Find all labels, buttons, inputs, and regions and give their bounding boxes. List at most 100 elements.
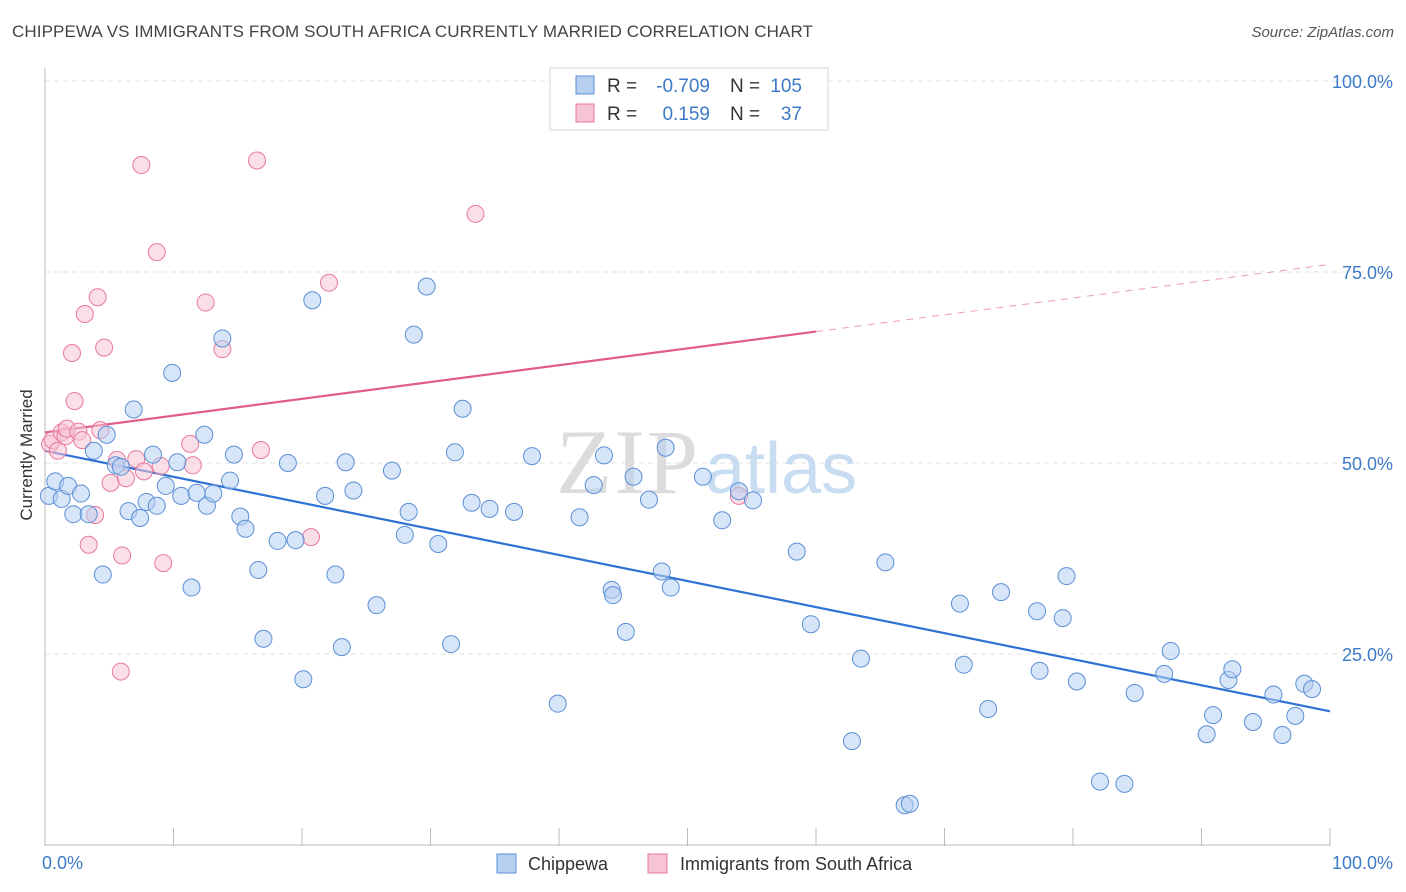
bottom-legend-label-chippewa: Chippewa bbox=[528, 854, 609, 874]
point-chippewa-44 bbox=[344, 481, 363, 500]
point-south-africa-30 bbox=[196, 293, 215, 312]
bottom-legend: Chippewa Immigrants from South Africa bbox=[496, 853, 913, 874]
point-south-africa-7 bbox=[62, 343, 81, 362]
point-south-africa-34 bbox=[301, 528, 320, 547]
legend-r-label-2: R = bbox=[607, 104, 637, 125]
point-chippewa-12 bbox=[111, 457, 130, 476]
point-chippewa-102 bbox=[1273, 725, 1292, 744]
legend-box: R = -0.709 N = 105 R = 0.159 N = 37 bbox=[549, 67, 829, 131]
point-chippewa-57 bbox=[505, 502, 524, 521]
point-south-africa-27 bbox=[154, 554, 173, 573]
trend-lines bbox=[44, 263, 1331, 713]
point-chippewa-33 bbox=[249, 560, 268, 579]
point-chippewa-82 bbox=[950, 594, 969, 613]
x-tick-label-min: 0.0% bbox=[42, 853, 83, 873]
point-chippewa-88 bbox=[1053, 609, 1072, 628]
point-chippewa-55 bbox=[462, 493, 481, 512]
x-tick-label-max: 100.0% bbox=[1332, 853, 1393, 873]
point-chippewa-103 bbox=[1286, 706, 1305, 725]
trend-line-chippewa bbox=[44, 449, 1331, 713]
point-chippewa-17 bbox=[143, 445, 162, 464]
point-chippewa-81 bbox=[900, 794, 919, 813]
point-chippewa-94 bbox=[1155, 664, 1174, 683]
point-chippewa-35 bbox=[268, 531, 287, 550]
point-south-africa-36 bbox=[466, 204, 485, 223]
bottom-legend-swatch-south-africa bbox=[647, 853, 668, 874]
point-chippewa-83 bbox=[954, 655, 973, 674]
point-chippewa-5 bbox=[64, 505, 83, 524]
point-chippewa-41 bbox=[326, 565, 345, 584]
point-chippewa-77 bbox=[842, 732, 861, 751]
watermark-atlas: atlas bbox=[705, 429, 857, 509]
point-chippewa-101 bbox=[1264, 685, 1283, 704]
point-chippewa-100 bbox=[1243, 712, 1262, 731]
point-chippewa-49 bbox=[404, 325, 423, 344]
point-chippewa-34 bbox=[254, 629, 273, 648]
point-chippewa-92 bbox=[1115, 774, 1134, 793]
point-chippewa-62 bbox=[594, 446, 613, 465]
point-chippewa-43 bbox=[336, 453, 355, 472]
point-chippewa-67 bbox=[639, 490, 658, 509]
point-chippewa-40 bbox=[316, 486, 335, 505]
point-chippewa-60 bbox=[570, 508, 589, 527]
point-chippewa-85 bbox=[992, 583, 1011, 602]
point-chippewa-65 bbox=[616, 622, 635, 641]
point-chippewa-54 bbox=[453, 399, 472, 418]
point-chippewa-69 bbox=[656, 438, 675, 457]
axes bbox=[44, 68, 1331, 846]
point-chippewa-45 bbox=[367, 596, 386, 615]
point-chippewa-105 bbox=[1303, 680, 1322, 699]
point-chippewa-61 bbox=[584, 476, 603, 495]
point-chippewa-79 bbox=[876, 553, 895, 572]
point-chippewa-75 bbox=[787, 542, 806, 561]
point-chippewa-14 bbox=[124, 400, 143, 419]
point-south-africa-16 bbox=[95, 338, 114, 357]
point-chippewa-78 bbox=[851, 649, 870, 668]
legend-n-label-1: N = bbox=[730, 76, 760, 97]
point-chippewa-8 bbox=[84, 441, 103, 460]
legend-n-label-2: N = bbox=[730, 104, 760, 125]
point-chippewa-9 bbox=[93, 565, 112, 584]
point-chippewa-73 bbox=[729, 482, 748, 501]
trend-line-south-africa bbox=[44, 330, 817, 434]
y-axis-label: Currently Married bbox=[17, 389, 36, 520]
point-south-africa-8 bbox=[65, 392, 84, 411]
point-chippewa-36 bbox=[278, 454, 297, 472]
point-chippewa-37 bbox=[286, 531, 305, 550]
point-chippewa-87 bbox=[1030, 661, 1049, 680]
point-chippewa-21 bbox=[168, 453, 187, 472]
point-chippewa-76 bbox=[801, 615, 820, 634]
point-chippewa-46 bbox=[382, 461, 401, 480]
point-chippewa-19 bbox=[156, 476, 175, 495]
point-chippewa-72 bbox=[713, 511, 732, 530]
point-south-africa-10 bbox=[73, 431, 92, 450]
point-chippewa-58 bbox=[523, 447, 542, 466]
legend-n-value-2: 37 bbox=[781, 104, 802, 125]
point-chippewa-23 bbox=[182, 578, 201, 597]
point-chippewa-59 bbox=[548, 694, 567, 713]
point-chippewa-84 bbox=[979, 700, 998, 719]
point-south-africa-19 bbox=[111, 662, 130, 681]
chart-title: CHIPPEWA VS IMMIGRANTS FROM SOUTH AFRICA… bbox=[12, 22, 814, 41]
point-south-africa-12 bbox=[79, 535, 98, 554]
legend-r-label-1: R = bbox=[607, 76, 637, 97]
source-label: Source: ZipAtlas.com bbox=[1251, 24, 1394, 41]
point-chippewa-22 bbox=[172, 486, 191, 505]
legend-r-value-1: -0.709 bbox=[656, 76, 710, 97]
point-south-africa-28 bbox=[181, 434, 200, 453]
point-chippewa-66 bbox=[624, 467, 643, 486]
point-south-africa-35 bbox=[319, 273, 338, 292]
bottom-legend-label-south-africa: Immigrants from South Africa bbox=[680, 854, 913, 874]
point-chippewa-90 bbox=[1067, 672, 1086, 691]
point-chippewa-48 bbox=[399, 502, 418, 521]
point-south-africa-11 bbox=[75, 305, 94, 324]
point-south-africa-17 bbox=[101, 473, 120, 492]
point-chippewa-51 bbox=[429, 534, 448, 553]
point-chippewa-53 bbox=[445, 443, 464, 462]
series-immigrants-from-south-africa bbox=[41, 151, 748, 681]
point-south-africa-24 bbox=[134, 462, 153, 481]
point-chippewa-15 bbox=[131, 509, 150, 528]
point-south-africa-32 bbox=[248, 151, 267, 170]
point-chippewa-68 bbox=[652, 562, 671, 581]
point-chippewa-25 bbox=[195, 425, 214, 444]
